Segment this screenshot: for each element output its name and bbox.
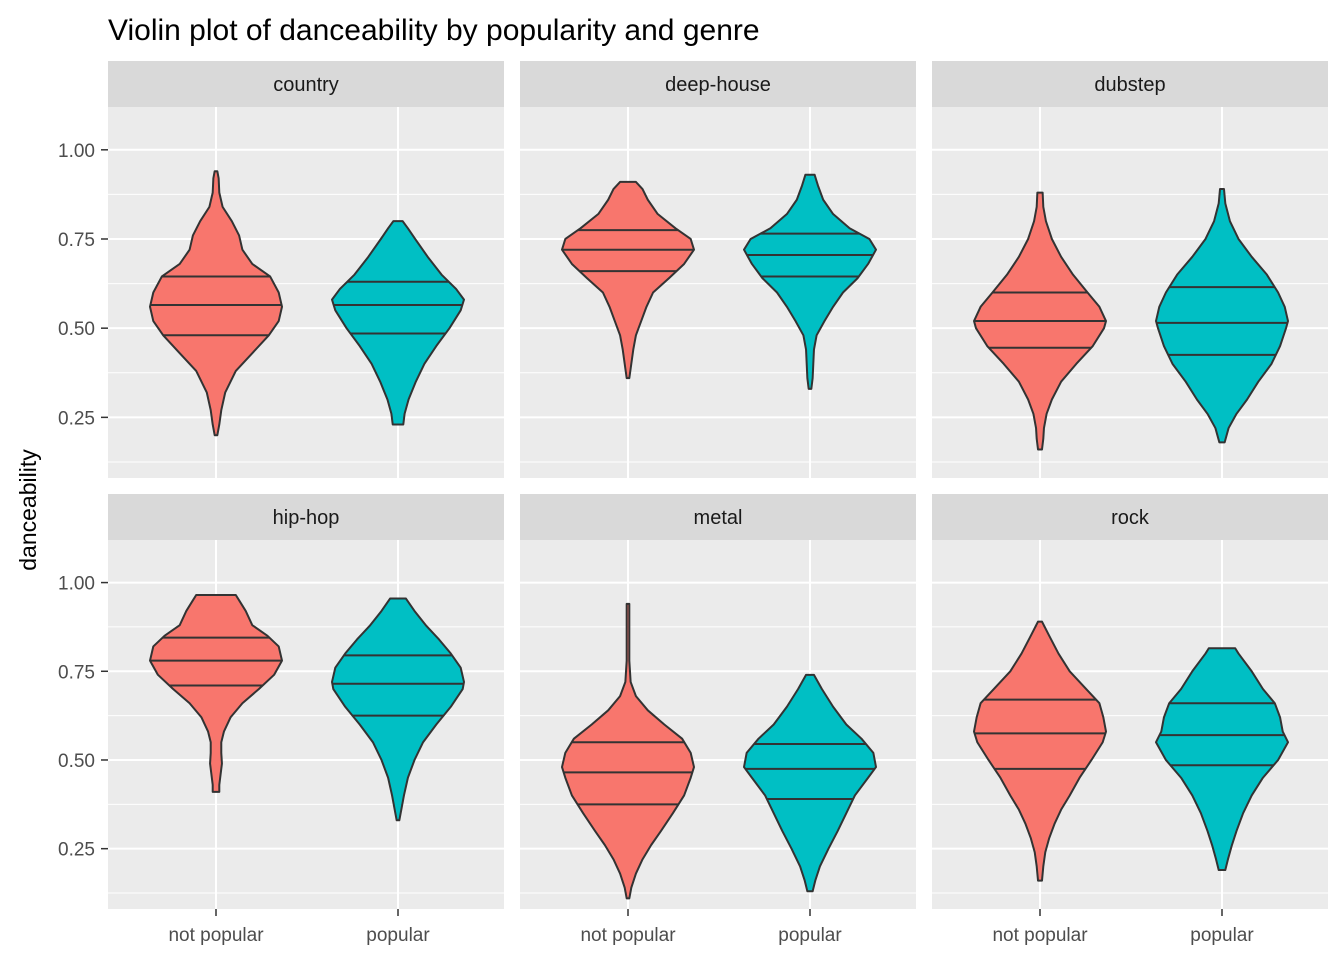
y-tick-label: 1.00 — [58, 141, 95, 162]
facet-panel-deep-house: deep-house — [520, 61, 916, 478]
facet-strip — [520, 494, 916, 540]
facet-strip-label: hip-hop — [273, 507, 340, 529]
facet-strip-label: country — [273, 74, 339, 96]
x-tick-label: not popular — [168, 925, 264, 946]
facet-panel-rock: rock not popular popular — [932, 494, 1328, 946]
facet-panel-metal: metal not popular popular — [520, 494, 916, 946]
violin-deep-house-popular — [743, 173, 877, 390]
x-tick-label: popular — [1190, 925, 1254, 946]
x-tick-label: popular — [366, 925, 430, 946]
y-tick-label: 0.25 — [58, 408, 95, 429]
facet-panel-dubstep: dubstep — [932, 61, 1328, 478]
violin-rock-not-popular — [973, 620, 1107, 882]
y-tick-label: 1.00 — [58, 574, 95, 595]
facet-strip-label: deep-house — [665, 74, 771, 96]
violin-country-not-popular — [149, 170, 283, 437]
violin-hip-hop-not-popular — [149, 594, 283, 793]
y-tick-label: 0.75 — [58, 662, 95, 683]
y-tick-label: 0.50 — [58, 751, 95, 772]
violin-hip-hop-popular — [331, 597, 465, 822]
violin-country-popular — [331, 220, 465, 426]
facet-panel-hip-hop: hip-hop 0.25 0.50 0.75 1.00 not popular popula… — [58, 494, 504, 946]
facet-strip — [108, 61, 504, 107]
x-tick-label: not popular — [992, 925, 1088, 946]
facet-strip — [108, 494, 504, 540]
facet-strip — [932, 61, 1328, 107]
violin-metal-not-popular — [561, 602, 695, 900]
violin-dubstep-popular — [1155, 188, 1289, 444]
panel-background — [520, 540, 916, 909]
y-tick-label: 0.25 — [58, 840, 95, 861]
y-tick-label: 0.50 — [58, 319, 95, 340]
facet-strip-label: rock — [1111, 507, 1150, 529]
violin-metal-popular — [743, 673, 877, 893]
y-tick-label: 0.75 — [58, 230, 95, 251]
facet-strip-label: dubstep — [1094, 74, 1165, 96]
y-axis-title: danceability — [15, 449, 41, 571]
x-tick-label: not popular — [580, 925, 676, 946]
facet-panels: country 0.25 0.50 0.75 1.00 deep-house dubstep… — [58, 61, 1328, 946]
facet-strip — [520, 61, 916, 107]
chart-title: Violin plot of danceability by popularit… — [108, 14, 760, 47]
x-tick-label: popular — [778, 925, 842, 946]
panel-background — [520, 107, 916, 478]
facet-panel-country: country 0.25 0.50 0.75 1.00 — [58, 61, 504, 478]
facet-strip — [932, 494, 1328, 540]
facet-strip-label: metal — [694, 507, 743, 529]
panel-background — [108, 540, 504, 909]
